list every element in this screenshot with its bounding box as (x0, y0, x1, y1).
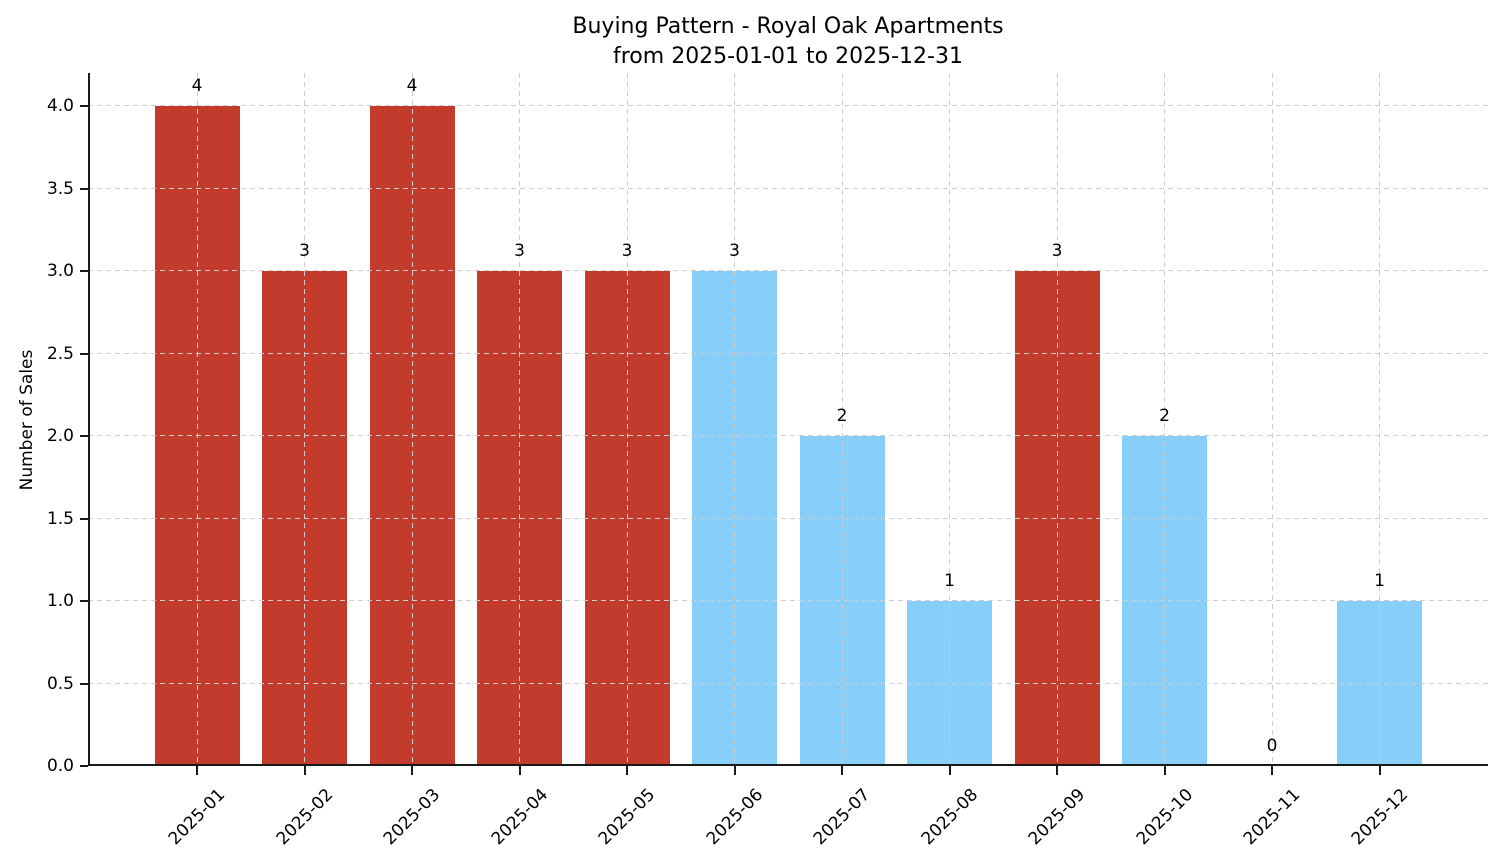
x-tick-mark-2025-10 (1163, 766, 1166, 775)
gridline-x-2025-03 (411, 73, 413, 766)
bar-value-2025-07: 2 (836, 406, 848, 426)
gridline-y-1.5 (88, 517, 1488, 519)
bar-value-2025-11: 0 (1266, 736, 1278, 756)
gridline-x-2025-01 (196, 73, 198, 766)
bar-value-2025-12: 1 (1374, 571, 1385, 591)
gridline-y-3.5 (88, 187, 1488, 189)
bar-value-2025-06: 3 (729, 241, 740, 261)
x-tick-label-2025-04: 2025-04 (487, 784, 552, 850)
bar-value-2025-04: 3 (514, 241, 525, 261)
x-tick-label-2025-07: 2025-07 (809, 784, 875, 850)
gridline-y-0.5 (88, 682, 1488, 684)
x-tick-label-2025-03: 2025-03 (379, 784, 445, 850)
x-tick-label-2025-01: 2025-01 (164, 784, 230, 850)
y-axis-label: Number of Sales (17, 349, 37, 491)
gridline-x-2025-11 (1271, 73, 1273, 766)
y-tick-label-2.5: 2.5 (46, 343, 74, 364)
x-tick-mark-2025-12 (1378, 766, 1381, 775)
y-tick-mark-1.0 (80, 600, 88, 602)
chart-title: Buying Pattern - Royal Oak Apartments fr… (88, 12, 1488, 72)
x-tick-label-2025-10: 2025-10 (1132, 784, 1197, 850)
x-tick-label-2025-12: 2025-12 (1347, 784, 1412, 850)
chart-title-line2: from 2025-01-01 to 2025-12-31 (613, 44, 963, 69)
y-tick-mark-2.5 (80, 352, 88, 355)
y-tick-label-3.5: 3.5 (46, 178, 74, 199)
gridline-x-2025-09 (1056, 73, 1058, 766)
x-tick-mark-2025-09 (1056, 766, 1058, 775)
y-tick-mark-4.0 (80, 105, 88, 107)
x-tick-label-2025-09: 2025-09 (1024, 784, 1090, 850)
x-tick-mark-2025-03 (411, 766, 413, 775)
x-tick-mark-2025-01 (196, 766, 198, 775)
gridline-y-1.0 (88, 600, 1488, 601)
x-tick-label-2025-06: 2025-06 (702, 784, 767, 850)
gridline-x-2025-06 (734, 73, 735, 766)
x-tick-mark-2025-02 (303, 766, 306, 775)
bar-value-2025-09: 3 (1051, 241, 1063, 261)
x-tick-mark-2025-08 (948, 766, 951, 775)
gridline-x-2025-07 (841, 73, 843, 766)
bar-value-2025-05: 3 (621, 241, 633, 261)
gridline-y-2.0 (88, 435, 1488, 436)
x-tick-label-2025-08: 2025-08 (917, 784, 982, 850)
x-tick-mark-2025-06 (733, 766, 736, 775)
y-tick-label-1.0: 1.0 (46, 591, 74, 611)
x-tick-mark-2025-04 (518, 766, 521, 775)
y-tick-label-3.0: 3.0 (46, 261, 74, 281)
gridline-y-2.5 (88, 352, 1488, 354)
gridline-x-2025-08 (949, 73, 950, 766)
gridline-x-2025-12 (1379, 73, 1380, 766)
x-tick-label-2025-11: 2025-11 (1239, 784, 1305, 850)
y-tick-mark-3.0 (80, 270, 88, 272)
x-tick-mark-2025-07 (841, 766, 843, 775)
x-tick-mark-2025-11 (1271, 766, 1273, 775)
y-tick-label-0.5: 0.5 (46, 673, 74, 694)
plot-area: 4 3 4 3 3 3 2 1 3 2 0 1 (88, 73, 1488, 766)
gridline-y-4.0 (88, 105, 1488, 106)
y-tick-label-4.0: 4.0 (46, 96, 74, 116)
y-tick-label-1.5: 1.5 (46, 508, 74, 529)
gridline-y-3.0 (88, 270, 1488, 271)
gridline-x-2025-05 (626, 73, 628, 766)
gridline-x-2025-02 (304, 73, 305, 766)
y-tick-mark-0.5 (80, 682, 88, 685)
gridline-x-2025-10 (1164, 73, 1165, 766)
y-tick-label-2.0: 2.0 (46, 426, 74, 446)
chart-title-line1: Buying Pattern - Royal Oak Apartments (572, 14, 1004, 39)
y-tick-mark-3.5 (80, 187, 88, 190)
y-tick-mark-0.0 (80, 765, 88, 767)
y-tick-mark-2.0 (80, 435, 88, 437)
y-tick-mark-1.5 (80, 517, 88, 520)
bar-value-2025-01: 4 (191, 76, 203, 96)
bar-value-2025-02: 3 (299, 241, 310, 261)
bar-value-2025-10: 2 (1159, 406, 1170, 426)
gridline-x-2025-04 (519, 73, 520, 766)
bar-value-2025-08: 1 (944, 571, 955, 591)
y-axis-spine (88, 73, 90, 766)
bar-value-2025-03: 4 (406, 76, 418, 96)
x-axis-spine (88, 764, 1488, 766)
x-tick-label-2025-02: 2025-02 (272, 784, 337, 850)
y-tick-label-0.0: 0.0 (46, 756, 74, 776)
x-tick-label-2025-05: 2025-05 (594, 784, 660, 850)
x-tick-mark-2025-05 (626, 766, 628, 775)
